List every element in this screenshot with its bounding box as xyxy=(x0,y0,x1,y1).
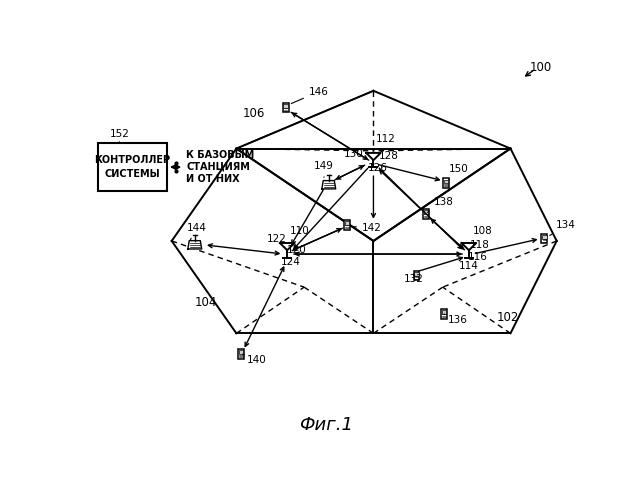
Text: 144: 144 xyxy=(186,223,206,240)
Text: 110: 110 xyxy=(290,226,309,236)
Bar xyxy=(345,221,349,225)
Bar xyxy=(441,310,447,319)
Bar xyxy=(239,350,243,354)
Bar xyxy=(424,210,428,214)
Text: 116: 116 xyxy=(469,252,488,262)
Bar xyxy=(283,103,288,113)
Text: 112: 112 xyxy=(376,134,396,143)
Bar xyxy=(444,180,448,183)
Bar xyxy=(442,310,446,314)
Bar xyxy=(344,220,350,230)
Bar xyxy=(443,178,449,188)
Text: 124: 124 xyxy=(280,256,301,266)
Text: 138: 138 xyxy=(427,197,453,212)
Bar xyxy=(541,234,547,243)
Text: 150: 150 xyxy=(449,164,469,180)
Bar xyxy=(238,350,244,359)
Text: 132: 132 xyxy=(404,274,424,284)
Text: 102: 102 xyxy=(497,312,519,324)
Polygon shape xyxy=(322,180,336,189)
Polygon shape xyxy=(188,240,202,249)
Text: 108: 108 xyxy=(473,226,493,236)
Bar xyxy=(283,104,288,108)
Text: 134: 134 xyxy=(550,220,576,236)
Text: 140: 140 xyxy=(243,354,267,366)
Bar xyxy=(542,235,547,238)
Bar xyxy=(423,209,429,219)
Text: 149: 149 xyxy=(313,162,333,178)
Text: 100: 100 xyxy=(530,61,552,74)
Text: 118: 118 xyxy=(470,240,489,250)
Text: 136: 136 xyxy=(444,314,467,326)
Text: Фиг.1: Фиг.1 xyxy=(299,416,353,434)
Text: 106: 106 xyxy=(243,108,265,120)
Text: 104: 104 xyxy=(195,296,217,309)
Polygon shape xyxy=(366,153,380,160)
Polygon shape xyxy=(280,243,294,250)
Text: 120: 120 xyxy=(287,245,306,255)
Text: 114: 114 xyxy=(459,262,479,272)
Text: К БАЗОВЫМ
СТАНЦИЯМ
И ОТ НИХ: К БАЗОВЫМ СТАНЦИЯМ И ОТ НИХ xyxy=(186,150,255,184)
Text: 126: 126 xyxy=(367,163,387,173)
Polygon shape xyxy=(462,243,476,250)
Bar xyxy=(98,143,167,191)
Bar xyxy=(413,271,420,280)
Text: 152: 152 xyxy=(110,129,130,143)
Text: 146: 146 xyxy=(291,86,328,104)
Text: 122: 122 xyxy=(268,234,287,243)
Bar xyxy=(415,272,418,276)
Text: 128: 128 xyxy=(379,151,399,161)
Text: 130: 130 xyxy=(344,149,363,159)
Text: КОНТРОЛЛЕР
СИСТЕМЫ: КОНТРОЛЛЕР СИСТЕМЫ xyxy=(94,156,171,178)
Text: 142: 142 xyxy=(352,223,382,233)
